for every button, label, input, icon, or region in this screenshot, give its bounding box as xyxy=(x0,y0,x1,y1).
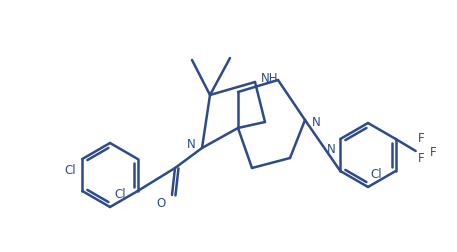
Text: N: N xyxy=(327,143,335,156)
Text: F: F xyxy=(418,152,425,165)
Text: NH: NH xyxy=(261,72,278,84)
Text: O: O xyxy=(157,197,166,210)
Text: Cl: Cl xyxy=(114,188,126,201)
Text: F: F xyxy=(418,133,425,145)
Text: N: N xyxy=(187,139,196,151)
Text: Cl: Cl xyxy=(370,168,382,181)
Text: N: N xyxy=(312,115,321,129)
Text: F: F xyxy=(430,146,436,160)
Text: Cl: Cl xyxy=(64,164,76,177)
